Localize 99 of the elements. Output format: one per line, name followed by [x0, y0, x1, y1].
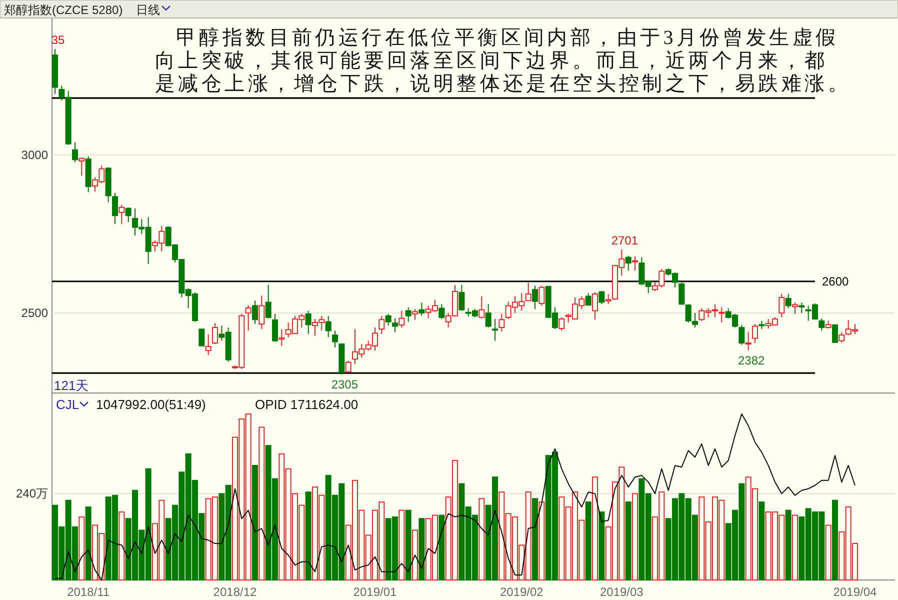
candlestick [405, 306, 412, 322]
candlestick [625, 255, 632, 272]
candlestick [305, 310, 312, 335]
bar [592, 476, 598, 580]
candlestick [778, 294, 785, 318]
candlestick [458, 284, 465, 312]
candlestick [438, 304, 445, 320]
bar [758, 501, 765, 580]
candlestick [398, 310, 405, 328]
candlestick [752, 324, 758, 344]
candlestick [592, 292, 598, 320]
annotation: 2701 [611, 233, 638, 248]
candlestick [125, 206, 132, 223]
candlestick [112, 192, 118, 225]
candlestick [745, 331, 752, 351]
candlestick [525, 282, 532, 302]
candlestick [632, 256, 638, 272]
candlestick [198, 328, 205, 347]
bar [478, 498, 485, 580]
candlestick [278, 328, 285, 346]
candlestick [72, 142, 78, 163]
annotation: 向上突破，其很可能要回落至区间下边界。而且，近两个月来，都 [155, 50, 828, 72]
candlestick [378, 315, 385, 335]
candlestick [265, 284, 272, 319]
bar [598, 511, 605, 580]
candlestick [412, 308, 418, 320]
candlestick [785, 294, 792, 309]
candlestick [258, 295, 265, 330]
candlestick [212, 322, 218, 344]
x-tick-label: 2018/12 [213, 585, 258, 599]
bar [538, 501, 545, 580]
candlestick [838, 332, 845, 343]
candlestick [718, 306, 725, 323]
x-tick-label: 2018/11 [67, 585, 110, 599]
bar [832, 500, 838, 580]
candlestick [205, 334, 212, 356]
annotation: 2305 [331, 378, 358, 392]
candlestick [118, 204, 125, 225]
ref-line-label: 240万 [16, 486, 48, 501]
bar [418, 518, 425, 580]
candlestick [345, 360, 352, 373]
bar [785, 510, 792, 580]
candlestick [832, 324, 838, 344]
bar [305, 492, 312, 580]
annotation: 2382 [738, 353, 766, 368]
candlestick [272, 313, 278, 342]
candlestick [678, 282, 685, 306]
candlestick [478, 296, 485, 319]
candlestick [792, 302, 798, 314]
chart-subtitle: 日线 [136, 3, 160, 17]
candlestick [492, 318, 498, 342]
text: 1047992.00(51:49) [96, 397, 206, 412]
bar [585, 501, 592, 580]
candlestick [325, 315, 332, 338]
candlestick [818, 318, 825, 332]
ref-line-label: 2600 [822, 274, 850, 288]
candlestick [418, 302, 425, 316]
candlestick [252, 300, 258, 325]
bar [532, 498, 538, 580]
bar [118, 511, 125, 580]
candlestick [485, 304, 492, 328]
bar [632, 493, 638, 580]
annotation: 121天 [54, 378, 89, 393]
annotation: 是减仓上涨，增仓下跌，说明整体还是在空头控制之下，易跌难涨。 [155, 73, 851, 95]
candlestick [598, 290, 605, 305]
chart-title: 郑醇指数(CZCE 5280) [4, 3, 123, 17]
candlestick [558, 316, 565, 332]
candlestick [78, 156, 85, 176]
candlestick [332, 330, 338, 348]
bar [438, 514, 445, 580]
annotation: 甲醇指数目前仍运行在低位平衡区间内部，由于3月份曾发生虚假 [176, 27, 839, 49]
bar [258, 426, 265, 580]
bar [625, 501, 632, 580]
candlestick [392, 318, 398, 333]
bar [412, 530, 418, 580]
text: CJL [56, 397, 80, 412]
candlestick [245, 304, 252, 332]
x-tick-label: 2019/04 [833, 585, 878, 599]
bar [398, 510, 405, 580]
x-tick-label: 2019/03 [600, 585, 644, 599]
bar [78, 516, 85, 580]
candlestick [532, 285, 538, 310]
y-tick-label: 3000 [21, 148, 48, 162]
candlestick [498, 313, 505, 332]
candlestick [798, 302, 805, 314]
candlestick [538, 285, 545, 306]
bar [792, 514, 798, 580]
y-tick-label: 2500 [21, 306, 48, 320]
candlestick [585, 292, 592, 306]
x-tick-label: 2019/02 [500, 585, 544, 599]
bar [252, 464, 258, 580]
text: OPID 1711624.00 [255, 397, 358, 412]
candlestick [385, 313, 392, 326]
x-tick-label: 2019/01 [353, 585, 398, 599]
candlestick [738, 324, 745, 346]
bar [85, 506, 92, 580]
annotation: 35 [51, 33, 65, 48]
bar [405, 510, 412, 580]
bar [825, 524, 832, 580]
